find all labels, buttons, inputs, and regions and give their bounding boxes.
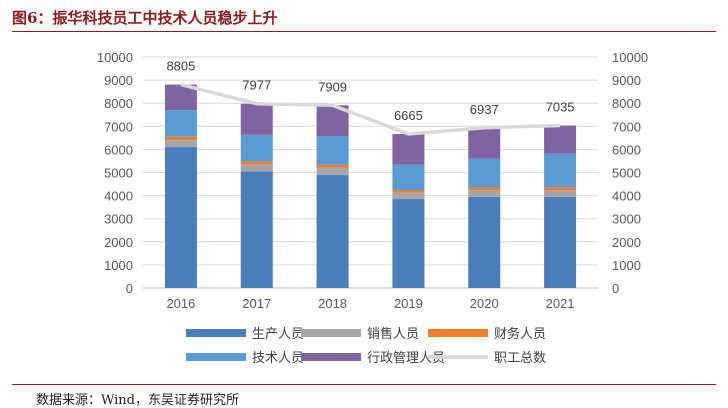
y-tick-label: 6000 [104,142,133,157]
y2-tick-label: 0 [612,281,619,296]
y2-tick-label: 3000 [612,212,641,227]
bar-segment [392,134,425,165]
y-tick-label: 2000 [104,235,133,250]
legend-line-swatch [428,355,488,359]
total-staff-line [180,82,561,136]
legend-label: 技术人员 [252,351,304,366]
bar-segment [392,164,425,191]
data-label: 8805 [166,59,195,74]
title-rule [12,31,716,32]
x-tick-label: 2016 [166,296,195,311]
y-tick-label: 5000 [104,166,133,181]
data-label: 6937 [470,102,499,117]
y-tick-label: 9000 [104,73,133,88]
bar-segment [468,127,501,159]
bar-segment [240,103,273,135]
legend-label: 销售人员 [367,326,419,342]
source-note: 数据来源：Wind，东吴证券研究所 [36,393,239,408]
y-tick-label: 4000 [104,189,133,204]
total-line: 8805 7977 7909 6665 6937 7035 [166,59,575,136]
legend-swatch [301,353,361,361]
bar-segment [468,187,501,191]
legend-label: 生产人员 [252,327,304,342]
data-label: 7035 [546,99,575,114]
legend-swatch [301,329,361,337]
bar-segment [164,147,197,288]
y2-tick-label: 10000 [612,50,648,65]
y2-tick-label: 7000 [612,119,641,134]
bar-segment [316,136,349,165]
bar-segment [468,158,501,188]
bar-segment [544,125,577,154]
legend-label: 财务人员 [494,326,546,342]
bar-segment [164,110,197,137]
x-tick-label: 2021 [546,296,575,311]
bar-segment [240,171,273,288]
y-tick-label: 1000 [104,258,133,273]
legend-label: 职工总数 [494,351,546,366]
bar-segment [468,190,501,197]
bar-segment [164,140,197,148]
bar-segment [544,187,577,191]
bar-segment [468,196,501,288]
bar-segment [164,136,197,141]
data-label: 7909 [318,79,347,94]
legend-label: 行政管理人员 [367,351,445,366]
bar-segment [240,161,273,165]
y2-tick-label: 6000 [612,142,641,157]
x-tick-label: 2018 [318,296,347,311]
axis-ticks: 0 0 1000 1000 2000 2000 3000 3000 4000 4000 5000 50… [97,50,648,311]
figure-title: 图6：振华科技员工中技术人员稳步上升 [12,9,278,27]
y-tick-label: 7000 [104,119,133,134]
legend-swatch [186,353,246,361]
y2-tick-label: 2000 [612,235,641,250]
y-tick-label: 8000 [104,96,133,111]
stacked-bar-chart: 8805 7977 7909 6665 6937 7035 0 0 1000 1000 2000 2… [97,50,648,366]
bar-segment [544,196,577,288]
bar-segment [316,174,349,288]
source-rule [12,384,716,385]
legend-swatch [186,329,246,337]
bar-segment [240,134,273,162]
y2-tick-label: 9000 [612,73,641,88]
bar-segment [544,153,577,188]
bar-segment [316,167,349,175]
y2-tick-label: 8000 [612,96,641,111]
y2-tick-label: 4000 [612,189,641,204]
data-label: 7977 [242,78,271,93]
y-tick-label: 0 [126,281,133,296]
x-tick-label: 2019 [394,296,423,311]
bar-segment [392,192,425,200]
x-tick-label: 2017 [242,296,271,311]
bar-series [164,84,577,288]
legend-swatch [428,329,488,337]
bar-segment [544,190,577,197]
data-label: 6665 [394,108,423,123]
x-tick-label: 2020 [470,296,499,311]
y2-tick-label: 1000 [612,258,641,273]
y-tick-label: 10000 [97,50,133,65]
bar-segment [316,164,349,168]
y2-tick-label: 5000 [612,166,641,181]
bar-segment [392,190,425,193]
y-tick-label: 3000 [104,212,133,227]
bar-segment [240,164,273,172]
bar-segment [392,199,425,288]
